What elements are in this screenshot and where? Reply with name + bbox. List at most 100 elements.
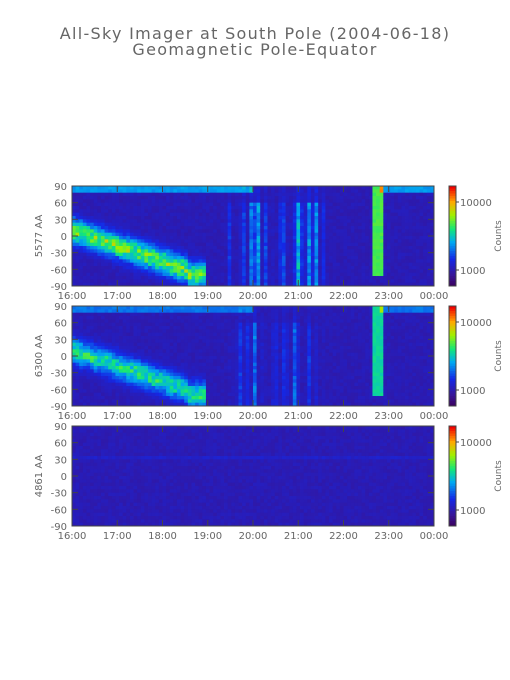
heatmap-cell [238, 256, 243, 260]
heatmap-cell [238, 219, 243, 224]
heatmap-cell [354, 236, 359, 240]
heatmap-cell [173, 362, 178, 367]
heatmap-cell [82, 192, 87, 197]
heatmap-cell [111, 369, 116, 374]
heatmap-cell [300, 276, 305, 280]
heatmap-cell [314, 242, 319, 247]
heatmap-cell [271, 199, 276, 204]
heatmap-cell [405, 279, 410, 284]
heatmap-cell [292, 366, 297, 370]
heatmap-cell [122, 252, 127, 257]
heatmap-cell [158, 322, 163, 327]
heatmap-cell [224, 329, 229, 334]
heatmap-cell [184, 329, 189, 334]
heatmap-cell [100, 266, 105, 270]
heatmap-cell [253, 206, 258, 210]
heatmap-cell [405, 272, 410, 277]
heatmap-cell [173, 359, 178, 364]
heatmap-cell [122, 329, 127, 334]
heatmap-cell [86, 259, 91, 264]
heatmap-cell [191, 339, 196, 344]
heatmap-cell [169, 322, 174, 327]
heatmap-cell [93, 259, 98, 264]
heatmap-cell [158, 399, 163, 404]
heatmap-cell [184, 222, 189, 227]
heatmap-cell [234, 356, 239, 360]
heatmap-cell [198, 362, 203, 367]
heatmap-cell [285, 196, 290, 200]
heatmap-cell [249, 252, 254, 257]
heatmap-cell [129, 316, 134, 320]
heatmap-cell [195, 376, 200, 380]
heatmap-cell [195, 386, 200, 390]
heatmap-cell [253, 226, 258, 230]
heatmap-cell [162, 202, 167, 207]
heatmap-cell [412, 249, 417, 254]
heatmap-cell [162, 192, 167, 197]
heatmap-cell [184, 269, 189, 274]
heatmap-cell [75, 312, 80, 317]
heatmap-cell [72, 376, 77, 380]
heatmap-cell [390, 209, 395, 214]
heatmap-cell [158, 312, 163, 317]
heatmap-cell [271, 342, 276, 347]
heatmap-cell [289, 379, 294, 384]
heatmap-cell [234, 319, 239, 324]
heatmap-cell [173, 216, 178, 220]
heatmap-cell [274, 209, 279, 214]
heatmap-cell [191, 382, 196, 387]
heatmap-cell [350, 272, 355, 277]
heatmap-cell [234, 269, 239, 274]
heatmap-cell [93, 212, 98, 217]
heatmap-cell [169, 196, 174, 200]
heatmap-cell [195, 382, 200, 387]
heatmap-cell [321, 249, 326, 254]
heatmap-cell [325, 186, 330, 190]
heatmap-cell [195, 319, 200, 324]
heatmap-cell [75, 189, 80, 194]
heatmap-cell [318, 209, 323, 214]
heatmap-cell [187, 382, 192, 387]
heatmap-cell [158, 369, 163, 374]
heatmap-cell [376, 216, 381, 220]
heatmap-cell [281, 359, 286, 364]
heatmap-cell [408, 229, 413, 234]
heatmap-cell [126, 379, 131, 384]
heatmap-cell [408, 219, 413, 224]
heatmap-cell [379, 236, 384, 240]
heatmap-cell [137, 206, 142, 210]
heatmap-cell [267, 256, 272, 260]
heatmap-cell [86, 366, 91, 370]
heatmap-cell [148, 242, 153, 247]
heatmap-cell [386, 196, 391, 200]
heatmap-cell [292, 189, 297, 194]
heatmap-cell [90, 402, 95, 407]
heatmap-cell [343, 249, 348, 254]
heatmap-cell [166, 342, 171, 347]
heatmap-cell [202, 382, 207, 387]
heatmap-cell [100, 349, 105, 354]
heatmap-cell [97, 189, 102, 194]
heatmap-cell [281, 199, 286, 204]
heatmap-cell [166, 339, 171, 344]
heatmap-cell [242, 252, 247, 257]
heatmap-cell [202, 266, 207, 270]
heatmap-cell [133, 316, 138, 320]
heatmap-cell [151, 236, 156, 240]
heatmap-cell [169, 359, 174, 364]
heatmap-cell [361, 222, 366, 227]
heatmap-cell [195, 329, 200, 334]
heatmap-cell [238, 279, 243, 284]
heatmap-cell [336, 186, 341, 190]
heatmap-cell [347, 242, 352, 247]
heatmap-cell [148, 309, 153, 314]
heatmap-cell [423, 202, 428, 207]
heatmap-cell [343, 189, 348, 194]
heatmap-cell [379, 202, 384, 207]
heatmap-cell [296, 226, 301, 230]
heatmap-cell [176, 236, 181, 240]
heatmap-cell [329, 276, 334, 280]
heatmap-cell [285, 326, 290, 330]
heatmap-cell [173, 272, 178, 277]
heatmap-cell [86, 206, 91, 210]
